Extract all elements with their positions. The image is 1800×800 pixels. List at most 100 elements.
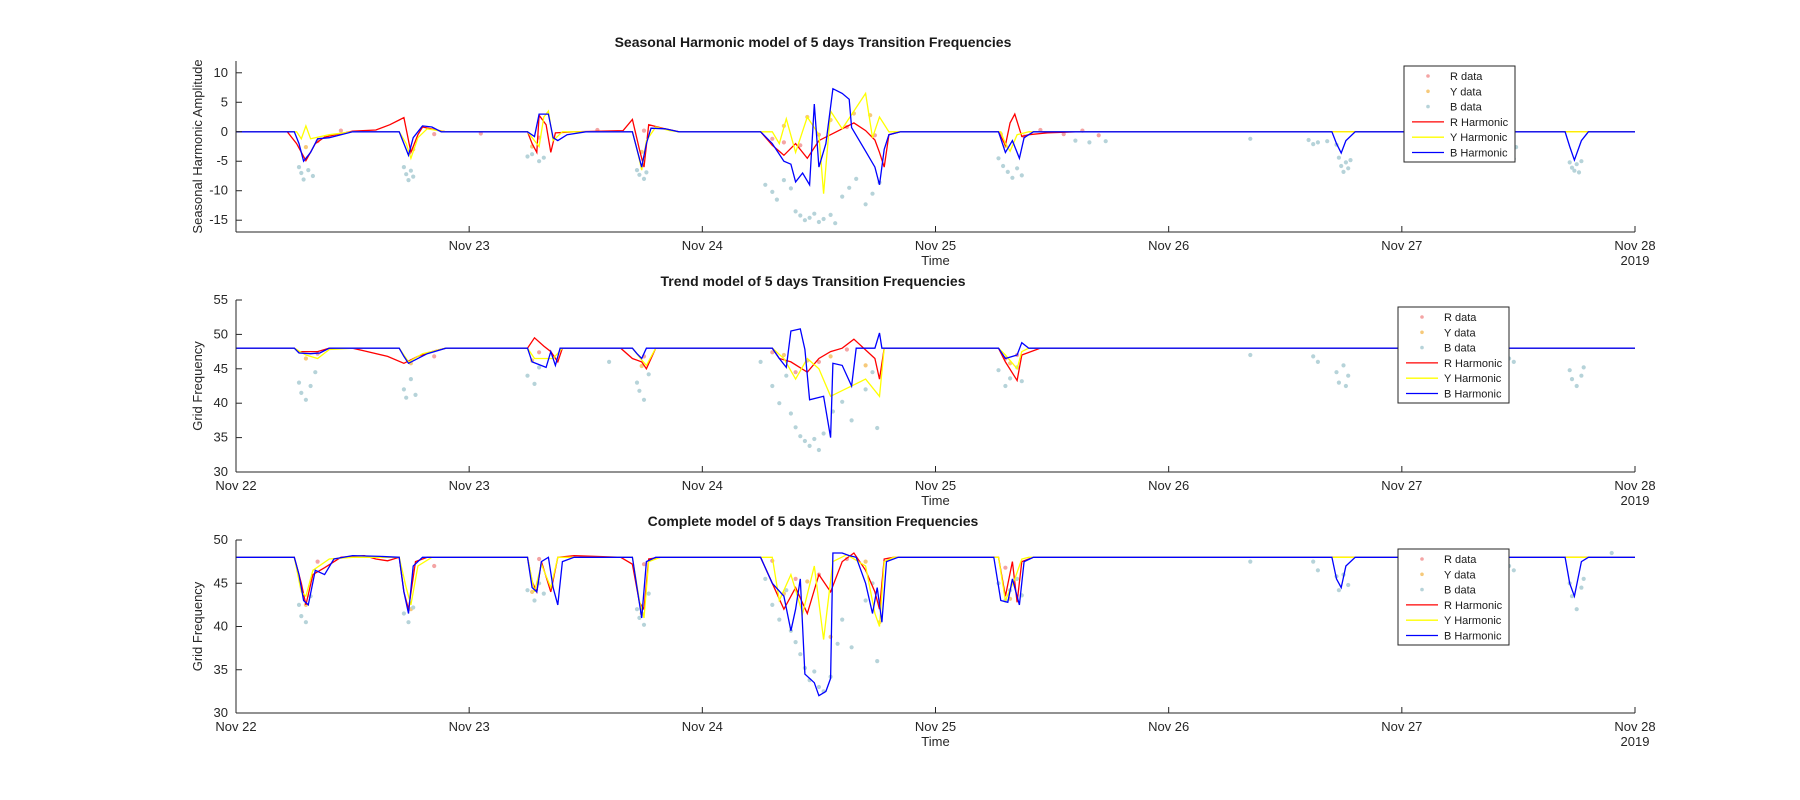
chart-complete-model: Complete model of 5 days Transition Freq… [190,513,1656,749]
data-point [770,189,775,194]
data-point [411,174,416,179]
data-point [816,684,822,690]
legend: R data Y data B data R Harmonic Y Harmonic B … [1403,65,1516,163]
legend-box [1397,548,1510,646]
data-point [798,143,803,148]
data-point [1003,383,1008,389]
legend-box [1403,65,1516,163]
y-axis-label: Grid Frequency [190,581,205,671]
legend-item: R data [1420,554,1477,566]
x-tick-label: Nov 24 [682,719,723,734]
legend-label: B data [1444,585,1477,597]
data-point [315,559,320,564]
x-tick-label: Nov 28 [1614,238,1655,253]
data-point [1019,379,1024,384]
y-tick-label: -5 [216,153,228,168]
data-point [1574,607,1579,612]
y-tick-label: 35 [214,662,228,677]
data-point [870,191,875,196]
legend-item: R Harmonic [1406,358,1503,370]
data-point [1003,565,1008,570]
data-point [863,387,868,392]
legend-item: B Harmonic [1412,148,1508,160]
legend-label: B Harmonic [1444,389,1502,401]
data-point [798,213,803,218]
legend-marker [1426,74,1430,78]
data-point [1248,352,1253,358]
series-b-harmonic [236,87,1635,187]
data-point [1341,169,1346,174]
legend-item: Y data [1420,569,1476,581]
data-point [432,354,437,359]
data-point [1574,162,1579,167]
x-year-label: 2019 [1621,734,1650,749]
data-point [525,154,530,159]
x-tick-label: Nov 24 [682,478,723,493]
x-tick-label: Nov 26 [1148,719,1189,734]
data-point [863,202,868,207]
data-point [788,411,794,416]
data-point [303,620,308,625]
data-point [404,395,409,400]
legend-item: B data [1420,585,1477,597]
x-tick-label: Nov 23 [449,478,490,493]
data-point [646,372,651,377]
data-point [996,156,1001,161]
legend-label: Y Harmonic [1444,615,1502,627]
data-point [758,359,763,364]
data-point [828,634,833,640]
data-point [641,562,647,567]
plot-area [236,328,1635,453]
data-point [646,591,651,596]
data-point [1346,373,1351,378]
data-point [781,140,787,145]
data-point [641,176,647,181]
data-point [870,370,875,375]
data-point [634,607,640,612]
data-point [296,380,302,385]
data-point [1569,165,1575,170]
legend-label: Y data [1444,327,1476,339]
data-point [821,431,826,436]
series-b-harmonic [236,552,1635,697]
data-point [863,363,868,368]
data-point [1341,363,1346,368]
data-point [784,588,789,593]
y-tick-label: 40 [214,395,228,410]
legend-marker [1420,345,1424,350]
data-point [770,350,775,355]
data-point [1346,166,1351,171]
data-point [1248,559,1253,564]
chart-title: Trend model of 5 days Transition Frequen… [661,273,966,289]
data-point [306,168,311,173]
data-point [1567,368,1572,373]
chart-title: Complete model of 5 days Transition Freq… [648,513,979,529]
series-b-harmonic [236,328,1635,438]
x-tick-label: Nov 23 [449,238,490,253]
data-point [1579,373,1584,378]
x-axis-label: Time [921,493,949,508]
x-tick-label: Nov 27 [1381,719,1422,734]
series-line [236,553,1635,640]
data-point [1311,354,1316,359]
data-point [1581,576,1586,582]
data-point [299,390,304,395]
chart-title: Seasonal Harmonic model of 5 days Transi… [615,34,1012,50]
data-point [296,602,302,608]
data-point [432,563,437,569]
x-tick-label: Nov 23 [449,719,490,734]
data-point [537,365,542,370]
legend-item: R Harmonic [1412,117,1509,129]
data-point [532,598,537,603]
legend-item: Y data [1420,327,1476,339]
data-point [840,399,845,404]
series-r-harmonic [236,336,1635,383]
y-axis-label: Seasonal Harmonic Amplitude [190,59,205,233]
x-tick-label: Nov 24 [682,238,723,253]
data-point [793,209,798,214]
data-point [639,363,644,369]
series-r-data [315,347,1020,375]
chart-trend-model: Trend model of 5 days Transition Frequen… [190,273,1656,508]
data-point [637,388,642,393]
data-point [408,377,413,382]
